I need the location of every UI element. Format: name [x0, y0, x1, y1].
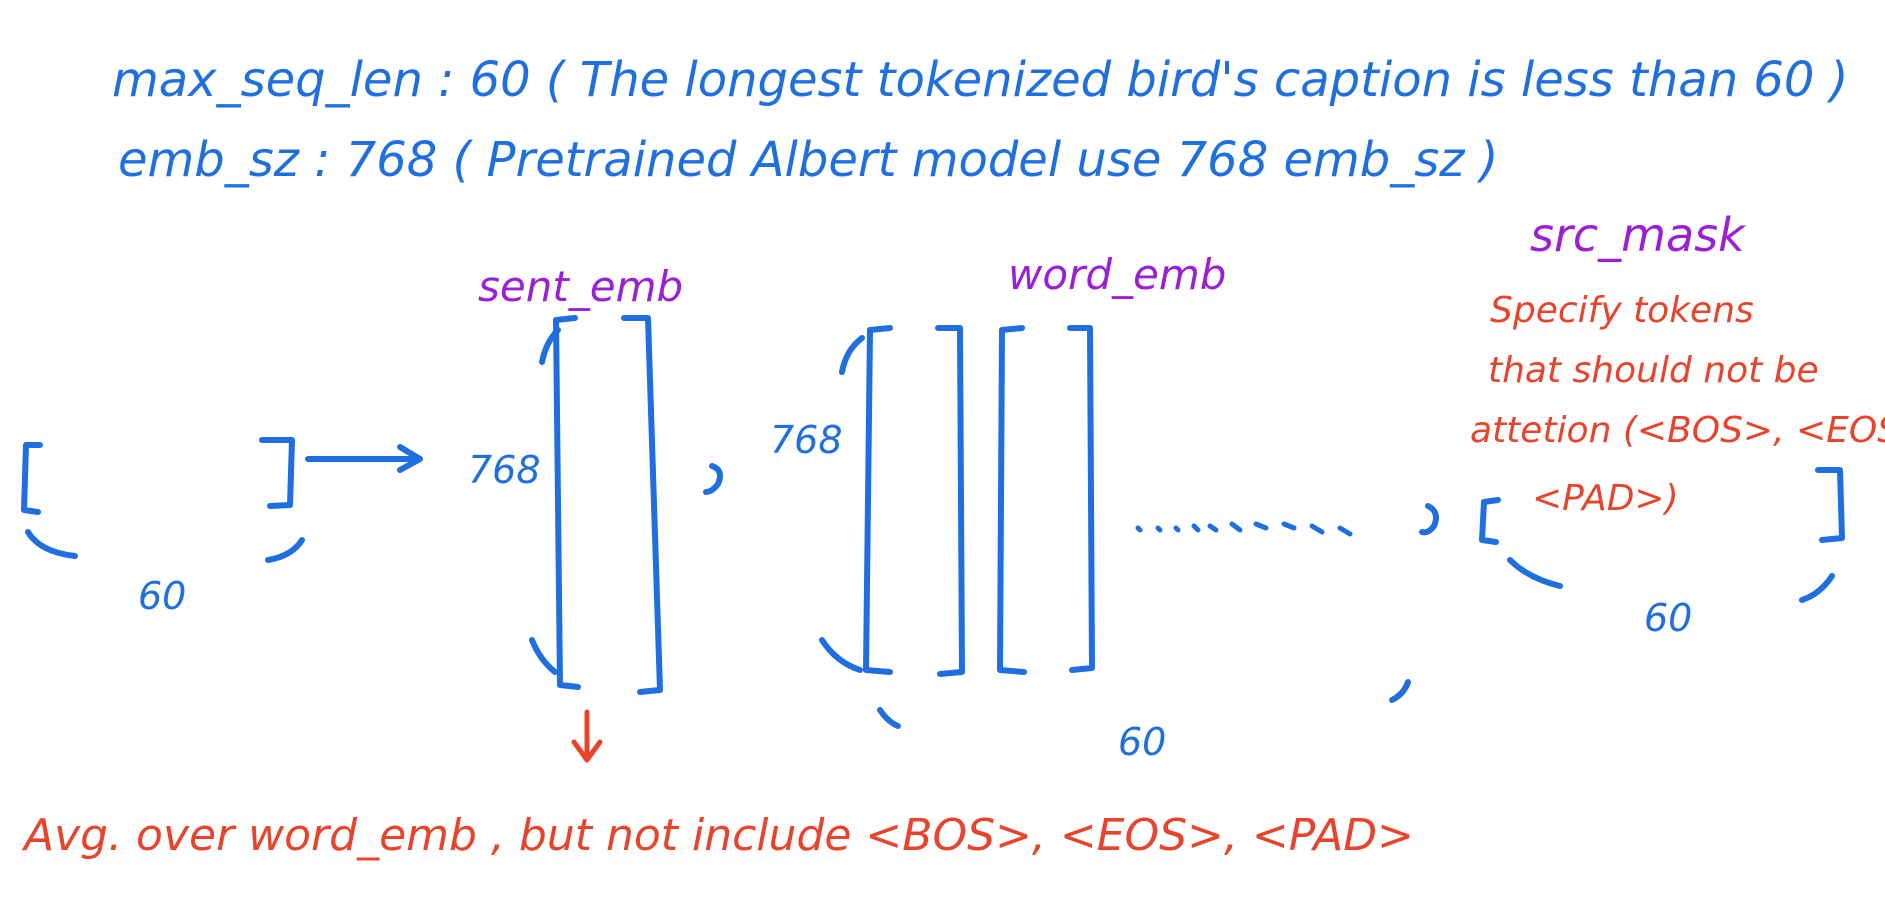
src-mask-description-line: attetion (<BOS>, <EOS>	[1470, 410, 1885, 451]
input-length-label: 60	[138, 574, 187, 618]
input-to-sent-arrow	[305, 444, 423, 473]
word-emb-bottom-right-arc	[1389, 679, 1411, 703]
emb-sz-note: emb_sz : 768 ( Pretrained Albert model u…	[118, 132, 1499, 188]
src-mask-length-label: 60	[1644, 596, 1693, 640]
ellipsis	[1135, 521, 1353, 537]
src-mask-description-line: <PAD>)	[1532, 478, 1679, 519]
word-emb-count-label: 60	[1118, 720, 1167, 764]
word-emb-bottom-left-arc	[877, 707, 901, 729]
word-emb-height-label: 768	[770, 418, 843, 462]
word-emb-vector-2	[997, 325, 1095, 675]
src-mask-label: src_mask	[1530, 208, 1745, 262]
comma-1	[703, 463, 723, 495]
sent-emb-down-arrow	[571, 709, 603, 763]
max-seq-len-note: max_seq_len : 60 ( The longest tokenized…	[112, 52, 1849, 108]
sent-emb-height-label: 768	[468, 448, 541, 492]
comma-2	[1419, 503, 1439, 536]
input-vector	[21, 437, 305, 563]
sent-emb-vector	[529, 315, 663, 695]
word-emb-vector-1	[839, 325, 965, 677]
avg-note: Avg. over word_emb , but not include <BO…	[24, 810, 1414, 861]
src-mask-description-line: that should not be	[1488, 350, 1819, 391]
word-emb-left-arc	[819, 637, 863, 673]
sent-emb-label: sent_emb	[478, 262, 684, 311]
src-mask-vector	[1479, 467, 1845, 603]
word-emb-label: word_emb	[1008, 250, 1227, 299]
src-mask-description-line: Specify tokens	[1490, 290, 1754, 331]
